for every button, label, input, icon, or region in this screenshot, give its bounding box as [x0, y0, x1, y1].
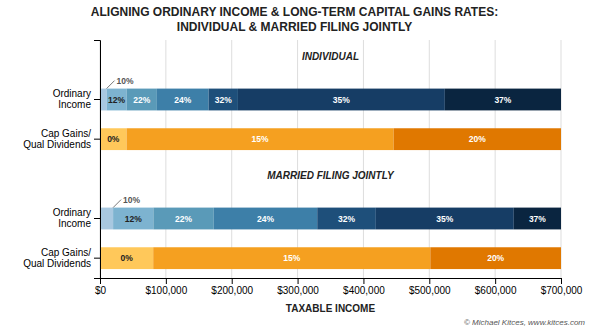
y-axis: OrdinaryIncome Cap Gains/Qual Dividends Or… — [23, 41, 100, 279]
segment-label: 0% — [107, 134, 120, 144]
segment-label: 10% — [117, 76, 134, 86]
y-tick-label: Cap Gains/Qual Dividends — [23, 128, 91, 151]
segment-label: 15% — [252, 134, 269, 144]
segment-label: 20% — [469, 134, 486, 144]
label-leader — [107, 81, 115, 89]
x-tick-label: $300,000 — [277, 285, 319, 296]
segment-labels: 10% 12% 22% 24% 32% 35% 37% 0% 15% 20% 10% 12% 22% 24… — [107, 76, 547, 264]
section-label: INDIVIDUAL — [302, 51, 359, 62]
segment-label: 12% — [108, 95, 125, 105]
x-tick-label: $600,000 — [475, 285, 517, 296]
bars — [100, 89, 561, 269]
x-tick-mark — [166, 278, 167, 284]
bar-segment — [514, 208, 561, 230]
copyright: © Michael Kitces, www.kitces.com — [464, 318, 585, 327]
grid-line — [495, 40, 496, 278]
chart: ALIGNING ORDINARY INCOME & LONG-TERM CAP… — [0, 0, 589, 330]
bar-segment — [445, 89, 561, 111]
grid-line — [165, 40, 166, 278]
x-tick: $100,000 — [145, 278, 187, 296]
x-tick-label: $200,000 — [211, 285, 253, 296]
x-tick-label: $0 — [95, 285, 107, 296]
segment-label: 37% — [529, 214, 546, 224]
y-tick-label: OrdinaryIncome — [53, 207, 92, 230]
grid-line — [363, 40, 364, 278]
segment-label: 24% — [257, 214, 274, 224]
y-tick: Cap Gains/Qual Dividends — [23, 128, 100, 151]
y-tick-mark — [94, 258, 100, 259]
segment-label: 22% — [133, 95, 150, 105]
bar-segment — [100, 247, 153, 269]
segment-label: 24% — [174, 95, 191, 105]
bar-segment — [113, 208, 153, 230]
bar-segment — [107, 89, 127, 111]
x-tick-mark — [232, 278, 233, 284]
bar-segment — [317, 208, 376, 230]
title: ALIGNING ORDINARY INCOME & LONG-TERM CAP… — [91, 5, 498, 19]
x-tick-label: $700,000 — [541, 285, 583, 296]
x-tick-mark — [298, 278, 299, 284]
segment-label: 32% — [215, 95, 232, 105]
x-tick-label: $100,000 — [145, 285, 187, 296]
x-tick-mark — [561, 278, 562, 284]
bar-segment — [430, 247, 561, 269]
x-tick: $200,000 — [211, 278, 253, 296]
x-tick-mark — [363, 278, 364, 284]
segment-label: 35% — [333, 95, 350, 105]
bar-segment — [127, 89, 157, 111]
y-tick-label: Cap Gains/Qual Dividends — [23, 247, 91, 270]
x-tick-mark — [495, 278, 496, 284]
x-tick-label: $400,000 — [343, 285, 385, 296]
section-label: MARRIED FILING JOINTLY — [267, 170, 395, 181]
x-axis-line — [101, 279, 562, 285]
segment-label: 12% — [125, 214, 142, 224]
x-tick: $300,000 — [277, 278, 319, 296]
x-tick: $500,000 — [409, 278, 451, 296]
x-tick-mark — [429, 278, 430, 284]
bar-segment — [127, 128, 394, 150]
segment-label: 15% — [283, 253, 300, 263]
x-axis-title: TAXABLE INCOME — [286, 303, 376, 314]
grid-line — [297, 40, 298, 278]
label-leader — [113, 200, 121, 208]
segment-label: 32% — [338, 214, 355, 224]
grid-line — [231, 40, 232, 278]
segment-label: 37% — [494, 95, 511, 105]
segment-label: 22% — [175, 214, 192, 224]
grid-line — [561, 40, 562, 278]
segment-label: 20% — [487, 253, 504, 263]
x-tick: $400,000 — [343, 278, 385, 296]
x-axis: $0 $100,000 $200,000 $300,000 $400,000 $500,0… — [95, 278, 583, 296]
y-tick-mark — [94, 139, 100, 140]
y-tick-mark — [94, 99, 100, 100]
bar-segment — [157, 89, 209, 111]
x-tick-label: $500,000 — [409, 285, 451, 296]
subtitle: INDIVIDUAL & MARRIED FILING JOINTLY — [177, 20, 412, 34]
bar-segment — [376, 208, 514, 230]
bar-segment — [394, 128, 561, 150]
x-tick: $700,000 — [541, 278, 583, 296]
bar-segment — [100, 208, 113, 230]
y-tick: Cap Gains/Qual Dividends — [23, 247, 100, 270]
y-tick: OrdinaryIncome — [53, 207, 100, 230]
segment-label: 0% — [120, 253, 133, 263]
bar-segment — [153, 247, 430, 269]
grid-line — [429, 40, 430, 278]
bar-segment — [153, 208, 213, 230]
bar-segment — [209, 89, 238, 111]
segment-label: 35% — [436, 214, 453, 224]
bar-segment — [100, 128, 127, 150]
y-tick: OrdinaryIncome — [53, 88, 100, 111]
segment-label: 10% — [123, 195, 140, 205]
x-tick: $600,000 — [475, 278, 517, 296]
x-tick: $0 — [95, 278, 107, 296]
grid — [100, 40, 561, 278]
bar-segment — [238, 89, 445, 111]
y-tick-mark — [94, 218, 100, 219]
bar-segment — [214, 208, 317, 230]
y-axis-line — [94, 41, 101, 279]
y-tick-label: OrdinaryIncome — [53, 88, 92, 111]
